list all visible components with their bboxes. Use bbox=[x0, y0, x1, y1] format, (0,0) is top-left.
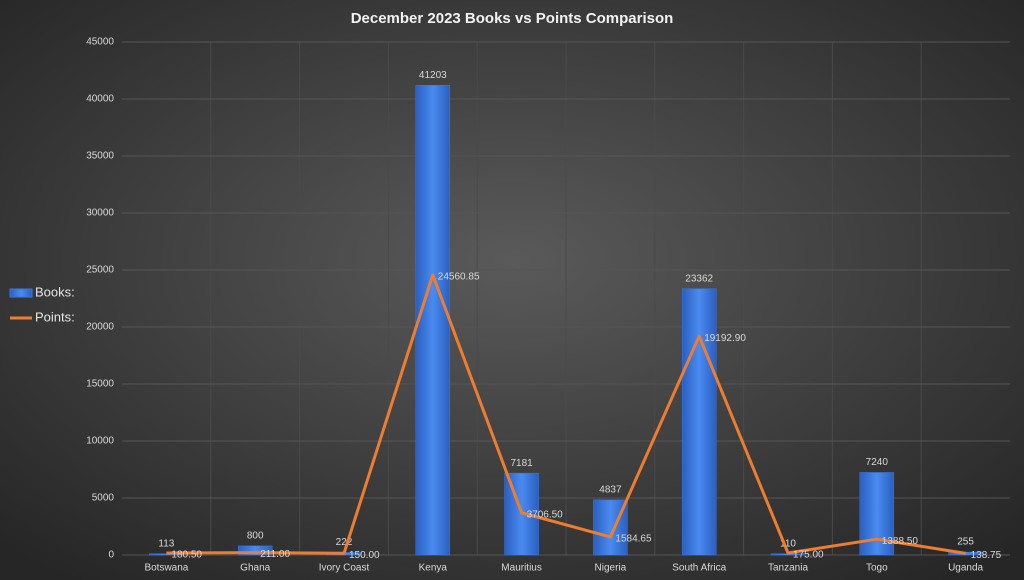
y-tick-label: 25000 bbox=[86, 265, 114, 276]
bar bbox=[237, 545, 273, 556]
line-value-label: 1388.50 bbox=[882, 536, 919, 547]
line-value-label: 150.00 bbox=[349, 550, 380, 561]
bar-value-label: 800 bbox=[247, 531, 264, 542]
x-tick-label: Uganda bbox=[948, 563, 983, 574]
legend-label: Points: bbox=[35, 309, 75, 324]
bar-value-label: 255 bbox=[957, 537, 974, 548]
line-value-label: 138.75 bbox=[971, 550, 1002, 561]
legend-label: Books: bbox=[35, 284, 75, 299]
x-tick-label: Togo bbox=[866, 563, 888, 574]
x-tick-label: Kenya bbox=[419, 563, 448, 574]
chart-title: December 2023 Books vs Points Comparison bbox=[351, 10, 674, 27]
x-tick-label: South Africa bbox=[672, 563, 726, 574]
y-tick-label: 15000 bbox=[86, 379, 114, 390]
line-value-label: 175.00 bbox=[793, 550, 824, 561]
x-tick-label: Ghana bbox=[240, 563, 270, 574]
line-value-label: 180.50 bbox=[171, 550, 202, 561]
y-tick-label: 35000 bbox=[86, 151, 114, 162]
y-tick-label: 5000 bbox=[92, 493, 115, 504]
y-tick-label: 40000 bbox=[86, 94, 114, 105]
bar-value-label: 4837 bbox=[599, 484, 622, 495]
line-value-label: 24560.85 bbox=[438, 272, 480, 283]
y-tick-label: 45000 bbox=[86, 37, 114, 48]
bar-value-label: 7240 bbox=[866, 457, 889, 468]
bar bbox=[415, 85, 451, 556]
y-tick-label: 30000 bbox=[86, 208, 114, 219]
x-tick-label: Ivory Coast bbox=[319, 563, 370, 574]
line bbox=[166, 273, 966, 555]
legend-swatch bbox=[9, 288, 33, 298]
x-tick-label: Botswana bbox=[144, 563, 188, 574]
line-value-label: 19192.90 bbox=[704, 333, 746, 344]
y-tick-label: 0 bbox=[108, 550, 114, 561]
bar bbox=[681, 288, 717, 556]
line-value-label: 211.00 bbox=[260, 549, 290, 560]
line-value-label: 1584.65 bbox=[615, 534, 652, 545]
x-tick-label: Mauritius bbox=[501, 563, 542, 574]
x-tick-label: Tanzania bbox=[768, 563, 808, 574]
bar-value-label: 23362 bbox=[685, 273, 713, 284]
bar-value-label: 7181 bbox=[510, 458, 533, 469]
bar-value-label: 110 bbox=[780, 538, 796, 549]
y-tick-label: 10000 bbox=[86, 436, 114, 447]
x-tick-label: Nigeria bbox=[595, 563, 627, 574]
bar-value-label: 41203 bbox=[419, 70, 447, 81]
line-value-label: 3706.50 bbox=[527, 509, 564, 520]
y-tick-label: 20000 bbox=[86, 322, 114, 333]
bar-value-label: 222 bbox=[336, 537, 353, 548]
bar-value-label: 113 bbox=[158, 538, 174, 549]
